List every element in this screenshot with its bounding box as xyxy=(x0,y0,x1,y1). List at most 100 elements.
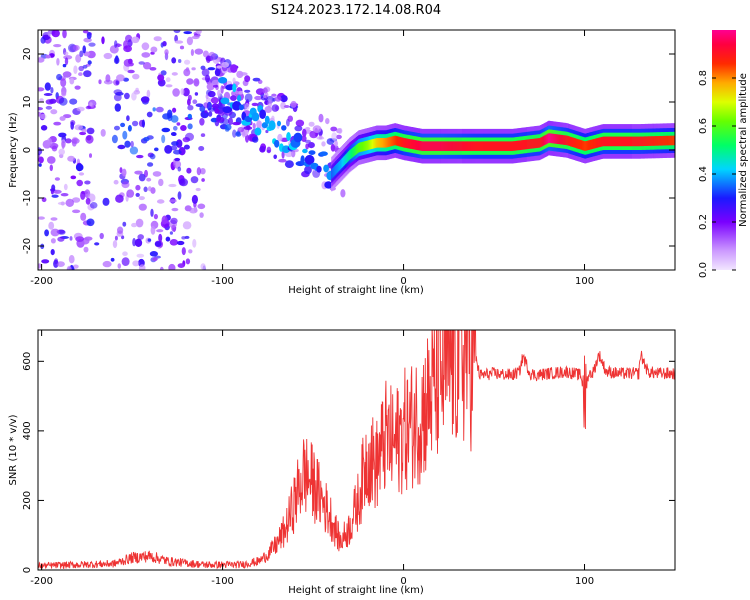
spectrogram-blob xyxy=(111,134,118,144)
spectrogram-trace-cell xyxy=(508,141,510,151)
spectrogram-trace-cell xyxy=(645,136,647,146)
spectrogram-blob xyxy=(68,255,75,264)
spectrogram-trace-cell xyxy=(661,136,663,146)
spectrogram-trace-cell xyxy=(667,135,669,146)
spectrogram-trace-cell xyxy=(592,139,595,149)
spectrogram-blob xyxy=(321,141,326,147)
spectrogram-blob xyxy=(63,183,68,191)
spectrogram-blob xyxy=(177,166,182,172)
spectrogram-blob xyxy=(79,50,84,58)
spectrogram-blob xyxy=(164,49,169,56)
spectrogram-blob xyxy=(75,163,84,172)
spectrogram-blob xyxy=(173,125,178,131)
spectrogram-blob xyxy=(70,175,77,180)
spectrogram-trace-cell xyxy=(617,136,619,147)
spectrogram-blob xyxy=(290,100,297,108)
spectrogram-blob xyxy=(89,153,92,158)
spectrogram-trace-cell xyxy=(485,141,487,151)
spectrogram-blob xyxy=(196,167,202,176)
spectrogram-blob xyxy=(238,104,244,111)
spectrogram-blob xyxy=(81,128,87,133)
spectrogram-trace-cell xyxy=(447,141,449,151)
spectrogram-blob xyxy=(278,158,287,163)
spectrogram-trace-cell xyxy=(539,138,541,148)
figure-title: S124.2023.172.14.08.R04 xyxy=(271,3,441,18)
spectrogram-blob xyxy=(192,238,197,248)
spectrogram-trace-cell xyxy=(654,136,656,146)
spectrogram-trace-cell xyxy=(480,141,482,151)
spectrogram-blob xyxy=(49,164,53,172)
spectrogram-blob xyxy=(200,263,206,270)
spectrogram-trace-cell xyxy=(466,141,468,151)
spectrogram-blob xyxy=(205,74,210,83)
spectrogram-trace-cell xyxy=(458,141,460,151)
spectrogram-trace-cell xyxy=(389,136,392,147)
spectrogram-trace-cell xyxy=(542,136,544,147)
spectrogram-trace-cell xyxy=(578,139,580,149)
spectrogram-blob xyxy=(86,31,92,40)
spectrogram-trace-cell xyxy=(613,136,615,147)
spectrogram-blob xyxy=(201,178,205,182)
spectrogram-blob xyxy=(201,68,210,77)
spectrogram-trace-cell xyxy=(593,138,596,149)
spectrogram-trace-cell xyxy=(424,141,426,151)
spectrogram-blob xyxy=(194,92,199,96)
spectrogram-blob xyxy=(171,72,178,76)
spectrogram-blob xyxy=(215,116,225,123)
spectrogram-trace-cell xyxy=(333,167,335,177)
spectrogram-blob xyxy=(39,113,47,120)
spectrogram-blob xyxy=(335,134,342,140)
spectrogram-trace-cell xyxy=(381,138,384,148)
spectrogram-blob xyxy=(127,125,132,132)
colorbar-label: Normalized spectral amplitude xyxy=(738,73,749,227)
spectrogram-trace-cell xyxy=(347,152,349,162)
spectrogram-trace-cell xyxy=(549,133,551,143)
spectrogram-trace-cell xyxy=(335,165,337,175)
spectrogram-blob xyxy=(334,140,338,147)
spectrogram-blob xyxy=(126,115,130,122)
spectrogram-trace-cell xyxy=(376,138,379,148)
spectrogram-trace-cell xyxy=(438,141,440,151)
spectrogram-trace-cell xyxy=(490,141,492,151)
spectrogram-trace-cell xyxy=(587,140,589,151)
spectrogram-blob xyxy=(264,106,272,113)
spectrogram-blob xyxy=(182,87,190,97)
spectrogram-trace-cell xyxy=(454,141,456,151)
spectrogram-trace-cell xyxy=(577,139,579,149)
spectrogram-blob xyxy=(170,115,179,123)
spectrogram-trace-cell xyxy=(671,135,673,146)
spectrogram-blob xyxy=(319,151,328,156)
spectrogram-trace-cell xyxy=(672,135,674,146)
spectrogram-trace-cell xyxy=(345,154,347,164)
spectrogram-blob xyxy=(181,236,186,240)
spectrogram-trace-cell xyxy=(459,141,461,151)
spectrogram-trace-cell xyxy=(558,134,560,145)
spectrogram-blob xyxy=(86,127,95,135)
spectrogram-blob xyxy=(132,260,140,267)
spectrogram-blob xyxy=(180,125,187,131)
spectrogram-trace-cell xyxy=(502,141,504,151)
spectrogram-blob xyxy=(283,105,290,108)
spectrogram-blob xyxy=(271,93,277,97)
spectrogram-blob xyxy=(262,87,268,94)
spectrogram-trace-cell xyxy=(647,136,649,146)
spectrogram-x-label: Height of straight line (km) xyxy=(288,285,424,296)
spectrogram-trace-cell xyxy=(460,141,462,151)
spectrogram-trace-cell xyxy=(589,139,592,150)
spectrogram-trace-cell xyxy=(612,136,614,147)
spectrogram-trace-cell xyxy=(468,141,470,151)
spectrogram-trace-cell xyxy=(575,138,577,148)
spectrogram-blob xyxy=(312,125,322,133)
spectrogram-blob xyxy=(102,260,112,268)
spectrogram-blob xyxy=(173,30,181,34)
spectrogram-blob xyxy=(286,132,291,141)
spectrogram-trace-cell xyxy=(385,137,388,148)
spectrogram-trace-cell xyxy=(507,141,509,151)
spectrogram-y-tick-label: 10 xyxy=(22,96,33,109)
spectrogram-blob xyxy=(257,79,263,84)
spectrogram-blob xyxy=(134,238,143,247)
spectrogram-trace-cell xyxy=(650,136,652,146)
spectrogram-trace-cell xyxy=(386,137,389,148)
spectrogram-trace-cell xyxy=(388,137,391,147)
spectrogram-trace-cell xyxy=(554,134,556,144)
